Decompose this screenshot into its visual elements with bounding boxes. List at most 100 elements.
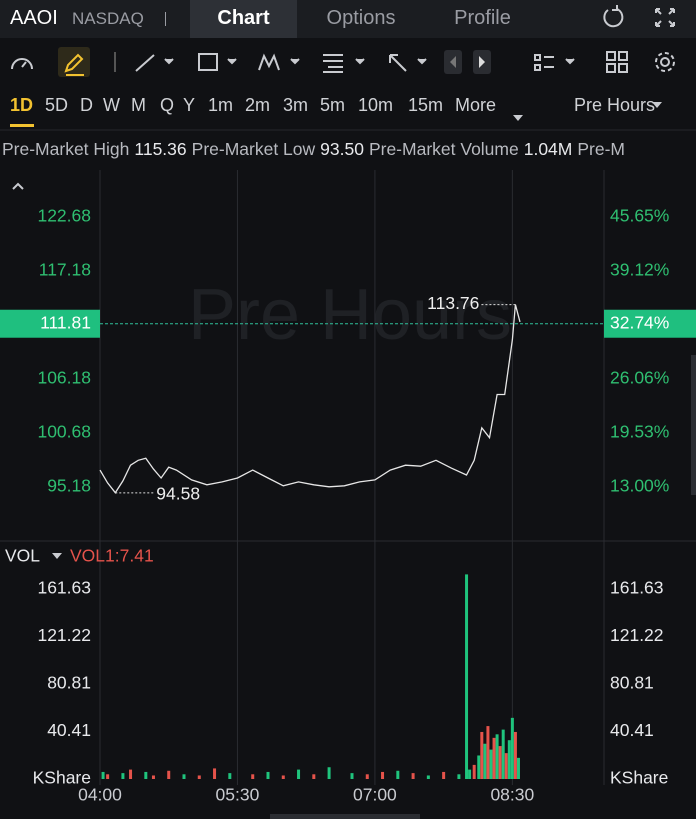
rect-tool[interactable] bbox=[198, 53, 218, 71]
y2-tick-label: 39.12% bbox=[610, 260, 669, 280]
x-tick-label: 08:30 bbox=[490, 785, 534, 805]
stat-value: 1.04M bbox=[523, 139, 573, 159]
volume-bar bbox=[350, 773, 354, 779]
timeframe[interactable]: 5D bbox=[45, 95, 69, 115]
volume-bar bbox=[396, 770, 400, 779]
gauge-icon[interactable] bbox=[11, 58, 33, 70]
watermark: Pre Hours bbox=[188, 275, 512, 355]
stat-value: 115.36 bbox=[134, 139, 187, 159]
volume-bar bbox=[513, 731, 517, 779]
session-selector[interactable]: Pre Hours bbox=[574, 95, 656, 115]
y-tick-label: 80.81 bbox=[47, 673, 91, 693]
stats-bar: Pre-Market High 115.36 Pre-Market Low 93.50… bbox=[2, 139, 696, 160]
volume-bar bbox=[501, 729, 505, 779]
line-tool[interactable] bbox=[135, 54, 155, 72]
tab[interactable]: Chart bbox=[190, 0, 297, 38]
y-tick-label: 40.41 bbox=[610, 720, 654, 740]
y-tick-label: 161.63 bbox=[37, 578, 91, 598]
timeframe[interactable]: 15m bbox=[408, 95, 444, 115]
tab[interactable]: Options bbox=[326, 7, 396, 29]
y-tick-label: 121.22 bbox=[37, 625, 91, 645]
more-button[interactable]: More bbox=[455, 95, 497, 115]
annotation-label: 94.58 bbox=[156, 484, 200, 504]
last-change-label: 32.74% bbox=[610, 312, 669, 332]
stat-value: 93.50 bbox=[320, 139, 364, 159]
scrollbar[interactable] bbox=[691, 355, 696, 495]
dropdown-caret[interactable] bbox=[164, 58, 575, 65]
tab[interactable]: Profile bbox=[454, 7, 511, 29]
volume-bar bbox=[101, 771, 105, 779]
timeframe[interactable]: 1D bbox=[10, 95, 34, 115]
timeframe[interactable]: Q bbox=[160, 95, 175, 115]
volume-bar bbox=[151, 775, 155, 779]
settings-gear bbox=[655, 52, 675, 72]
timeframe[interactable]: 2m bbox=[245, 95, 271, 115]
exchange: NASDAQ bbox=[72, 9, 144, 28]
settings-icon[interactable] bbox=[660, 57, 670, 67]
last-change-box bbox=[604, 309, 696, 338]
pencil-icon[interactable] bbox=[64, 53, 84, 76]
volume-bar bbox=[489, 749, 493, 779]
volume-bar bbox=[266, 771, 270, 779]
timeframe[interactable]: 1m bbox=[208, 95, 234, 115]
volume-bar bbox=[365, 774, 369, 779]
timeframe[interactable]: Y bbox=[183, 95, 196, 115]
timeframe[interactable]: 5m bbox=[320, 95, 346, 115]
volume-bar bbox=[468, 769, 472, 779]
volume-bar bbox=[507, 740, 511, 779]
y-tick-label: 161.63 bbox=[610, 578, 664, 598]
x-tick-label: 05:30 bbox=[216, 785, 260, 805]
x-tick-label: 04:00 bbox=[78, 785, 122, 805]
volume-bar bbox=[297, 769, 301, 779]
y-tick-label: 95.18 bbox=[47, 476, 91, 496]
y-tick-label: 106.18 bbox=[37, 368, 91, 388]
y2-tick-label: 19.53% bbox=[610, 422, 669, 442]
volume-bar bbox=[312, 774, 316, 779]
volume-bar bbox=[426, 775, 430, 779]
layout-icon[interactable] bbox=[534, 54, 554, 71]
scrollbar[interactable] bbox=[270, 814, 420, 819]
volume-bar bbox=[381, 771, 385, 779]
legend-title: VOL bbox=[5, 546, 40, 566]
y-tick-label: 40.41 bbox=[47, 720, 91, 740]
timeframe[interactable]: 3m bbox=[283, 95, 309, 115]
symbol: AAOI bbox=[10, 7, 58, 29]
volume-bar bbox=[486, 726, 490, 779]
text-tool[interactable] bbox=[323, 54, 343, 73]
last-price-box bbox=[0, 309, 100, 338]
volume-bar bbox=[129, 769, 133, 779]
fullscreen-icon[interactable] bbox=[655, 8, 675, 27]
volume-bar bbox=[465, 574, 469, 779]
volume-bar bbox=[411, 773, 415, 779]
price-line bbox=[99, 304, 521, 494]
volume-bar bbox=[228, 773, 232, 779]
volume-bar bbox=[442, 771, 446, 779]
collapse-icon[interactable] bbox=[12, 182, 24, 190]
arrow-tool[interactable] bbox=[389, 54, 407, 72]
timeframe[interactable]: 10m bbox=[358, 95, 394, 115]
volume-bar bbox=[483, 743, 487, 779]
volume-bar bbox=[495, 734, 499, 779]
refresh-icon[interactable] bbox=[603, 5, 624, 28]
y-tick-label: 122.68 bbox=[37, 206, 91, 226]
volume-bar bbox=[251, 774, 255, 779]
volume-bar bbox=[480, 731, 484, 779]
volume-bar bbox=[498, 746, 502, 779]
timeframe[interactable]: D bbox=[80, 95, 93, 115]
stat-label: Pre-Market High bbox=[2, 139, 130, 159]
pattern-tool[interactable] bbox=[258, 53, 280, 71]
stat-label: Pre-M bbox=[577, 139, 626, 159]
volume-bar bbox=[504, 753, 508, 779]
volume-bar bbox=[510, 717, 514, 779]
volume-bar bbox=[472, 764, 476, 779]
volume-bar bbox=[327, 767, 331, 779]
unit-label: KShare bbox=[33, 768, 91, 788]
timeframe[interactable]: M bbox=[131, 95, 146, 115]
annotation-label: 113.76 bbox=[427, 293, 479, 313]
y2-tick-label: 13.00% bbox=[610, 476, 669, 496]
grid-icon[interactable] bbox=[606, 51, 628, 73]
timeframe[interactable]: W bbox=[103, 95, 120, 115]
